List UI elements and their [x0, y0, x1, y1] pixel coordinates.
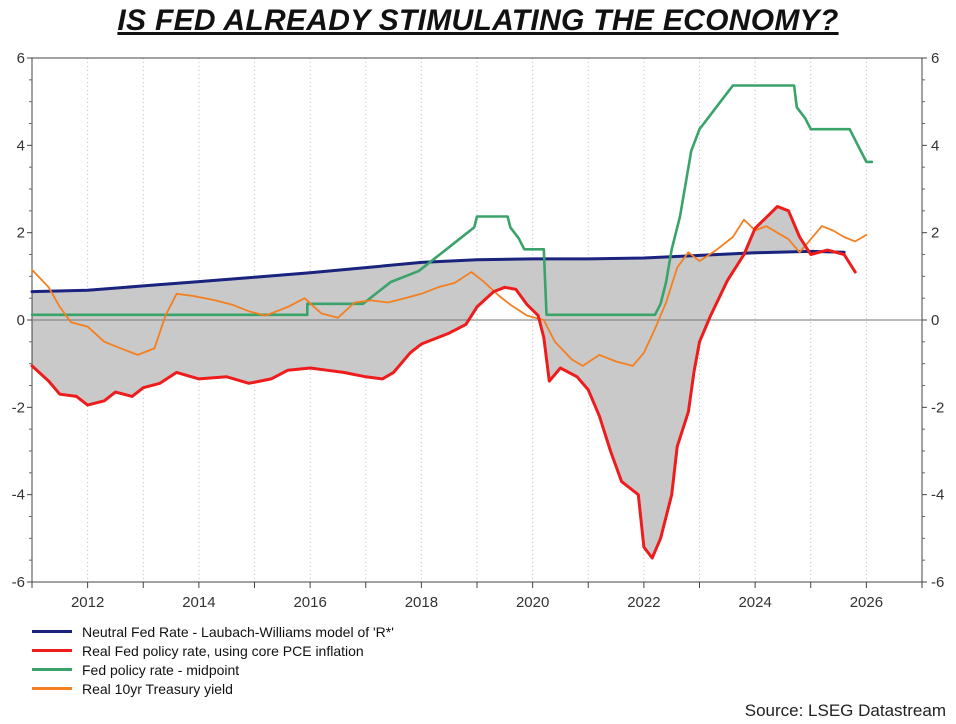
x-tick-label-2012: 2012 — [71, 594, 104, 611]
legend-item-neutral-rate: Neutral Fed Rate - Laubach-Williams mode… — [32, 622, 394, 641]
shaded-gap-area — [32, 206, 845, 558]
x-tick-label-2022: 2022 — [627, 594, 660, 611]
legend-item-fed-policy-rate: Fed policy rate - midpoint — [32, 660, 394, 679]
y-tick-label-left: -2 — [12, 399, 25, 416]
y-tick-label-right: 6 — [931, 50, 939, 67]
x-tick-label-2024: 2024 — [738, 594, 771, 611]
y-tick-label-right: -6 — [931, 574, 944, 591]
y-tick-label-left: 4 — [17, 137, 25, 154]
fed-policy-rate-line — [30, 84, 874, 317]
real-10yr-yield-line — [31, 218, 868, 367]
legend-item-real-10yr-yield: Real 10yr Treasury yield — [32, 679, 394, 698]
x-tick-label-2020: 2020 — [516, 594, 549, 611]
legend-swatch-neutral-rate — [32, 630, 72, 633]
legend-label-neutral-rate: Neutral Fed Rate - Laubach-Williams mode… — [82, 623, 394, 640]
y-tick-label-left: -6 — [12, 574, 25, 591]
legend-swatch-fed-policy-rate — [32, 668, 72, 671]
legend-swatch-real-10yr-yield — [32, 687, 72, 690]
legend-label-fed-policy-rate: Fed policy rate - midpoint — [82, 661, 240, 678]
y-tick-label-right: -2 — [931, 399, 944, 416]
y-tick-label-left: -4 — [12, 487, 25, 504]
y-tick-label-right: -4 — [931, 487, 944, 504]
y-tick-label-left: 2 — [17, 225, 25, 242]
chart-title: IS FED ALREADY STIMULATING THE ECONOMY? — [117, 4, 839, 37]
y-tick-label-left: 6 — [17, 50, 25, 67]
x-tick-label-2016: 2016 — [293, 594, 326, 611]
y-tick-label-right: 4 — [931, 137, 939, 154]
y-tick-label-right: 0 — [931, 312, 939, 329]
legend-swatch-real-fed-rate — [32, 649, 72, 652]
neutral-rate-line — [30, 249, 846, 294]
chart-legend: Neutral Fed Rate - Laubach-Williams mode… — [32, 622, 394, 698]
x-tick-label-2018: 2018 — [405, 594, 438, 611]
x-tick-label-2026: 2026 — [850, 594, 883, 611]
legend-item-real-fed-rate: Real Fed policy rate, using core PCE inf… — [32, 641, 394, 660]
legend-label-real-fed-rate: Real Fed policy rate, using core PCE inf… — [82, 642, 364, 659]
source-label: Source: LSEG Datastream — [744, 701, 946, 720]
y-tick-label-right: 2 — [931, 225, 939, 242]
legend-label-real-10yr-yield: Real 10yr Treasury yield — [82, 680, 233, 697]
real-fed-rate-line — [30, 205, 857, 560]
y-tick-label-left: 0 — [17, 312, 25, 329]
x-tick-label-2014: 2014 — [182, 594, 215, 611]
